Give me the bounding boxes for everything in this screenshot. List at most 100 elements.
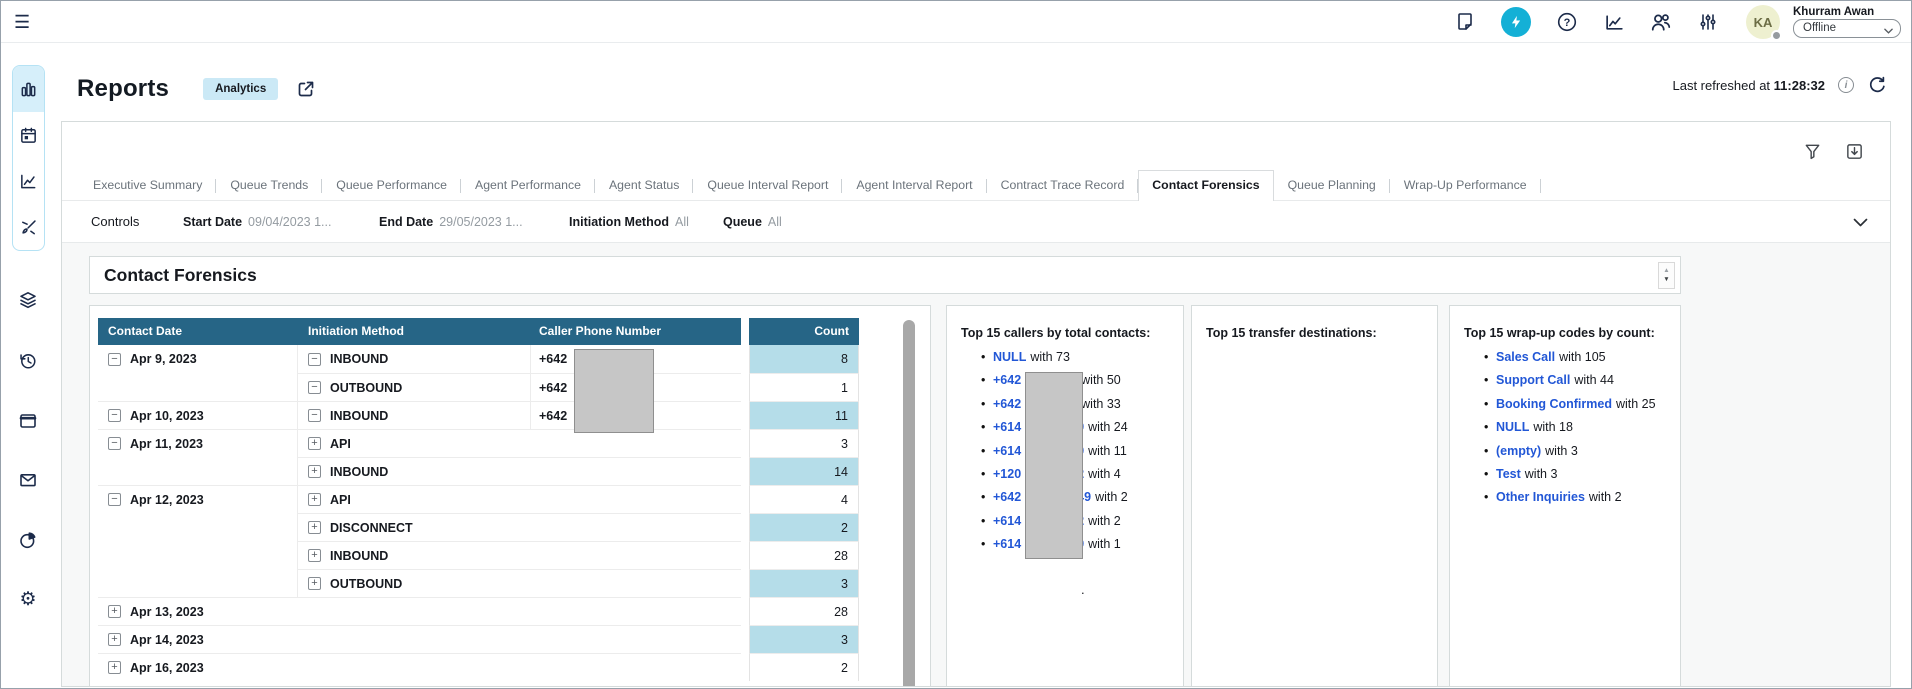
caller-link[interactable]: +642 [993, 373, 1021, 387]
redaction-box [1025, 372, 1083, 559]
expand-toggle[interactable]: + [308, 521, 321, 534]
table-row: +OUTBOUND 3 [98, 569, 930, 597]
table-scrollbar[interactable] [903, 320, 915, 686]
table-row: +INBOUND 28 [98, 541, 930, 569]
collapse-toggle[interactable]: − [108, 437, 121, 450]
filter-end-date[interactable]: End Date29/05/2023 1... [379, 215, 523, 229]
count-cell: 8 [749, 345, 859, 373]
hamburger-menu-icon[interactable]: ☰ [14, 11, 30, 33]
expand-toggle[interactable]: + [108, 605, 121, 618]
sidebar-item-messages[interactable] [18, 470, 38, 490]
agents-icon[interactable] [1650, 11, 1672, 33]
caller-link[interactable]: +120 [993, 467, 1021, 481]
column-header-contact-date[interactable]: Contact Date [98, 318, 298, 345]
wrap-up-code-link[interactable]: Support Call [1496, 373, 1570, 387]
caller-link[interactable]: +614 [993, 444, 1021, 458]
controls-bar: Controls Start Date09/04/2023 1... End D… [62, 201, 1890, 243]
expand-toggle[interactable]: + [108, 633, 121, 646]
sidebar-item-workspace[interactable] [18, 411, 38, 431]
tab-queue-performance[interactable]: Queue Performance [322, 170, 461, 200]
info-icon[interactable]: i [1838, 77, 1854, 93]
sidebar-item-insights[interactable] [18, 530, 38, 550]
tab-queue-trends[interactable]: Queue Trends [216, 170, 322, 200]
collapse-toggle[interactable]: − [308, 409, 321, 422]
app-window: ☰ ? KA Khurr [0, 0, 1912, 689]
collapse-toggle[interactable]: − [108, 353, 121, 366]
controls-label: Controls [91, 214, 139, 229]
bar-chart-icon [19, 80, 38, 99]
notes-icon[interactable] [1454, 11, 1476, 33]
sidebar-item-flows[interactable] [18, 290, 38, 310]
wrap-up-code-link[interactable]: Test [1496, 467, 1521, 481]
wrap-up-codes-list: Sales Callwith 105 Support Callwith 44 B… [1450, 346, 1680, 510]
collapse-toggle[interactable]: − [308, 381, 321, 394]
filter-queue[interactable]: QueueAll [723, 215, 782, 229]
caller-link[interactable]: +642 [993, 397, 1021, 411]
status-dot [1771, 30, 1782, 41]
tab-contact-forensics[interactable]: Contact Forensics [1138, 170, 1273, 201]
sidebar-item-analytics[interactable] [13, 158, 44, 204]
caller-link[interactable]: +614 [993, 420, 1021, 434]
tab-executive-summary[interactable]: Executive Summary [79, 170, 216, 200]
top-bar: ☰ ? KA Khurr [1, 1, 1911, 43]
user-avatar[interactable]: KA [1746, 5, 1780, 39]
count-cell: 28 [749, 597, 859, 625]
tab-agent-interval-report[interactable]: Agent Interval Report [842, 170, 986, 200]
help-icon[interactable]: ? [1556, 11, 1578, 33]
controls-collapse-chevron[interactable] [1853, 215, 1868, 227]
metrics-icon[interactable] [1603, 11, 1625, 33]
table-row: −Apr 10, 2023 −INBOUND +642 11 [98, 401, 930, 429]
analytics-badge[interactable]: Analytics [203, 78, 278, 100]
wrap-up-code-link[interactable]: Sales Call [1496, 350, 1555, 364]
column-header-count[interactable]: Count [749, 318, 859, 345]
count-cell: 4 [749, 485, 859, 513]
tab-agent-performance[interactable]: Agent Performance [461, 170, 595, 200]
tab-queue-planning[interactable]: Queue Planning [1274, 170, 1390, 200]
column-header-caller-phone[interactable]: Caller Phone Number [531, 318, 741, 345]
list-item: Booking Confirmedwith 25 [1496, 393, 1680, 416]
collapse-toggle[interactable]: − [108, 493, 121, 506]
expand-toggle[interactable]: + [308, 465, 321, 478]
caller-link[interactable]: +614 [993, 514, 1021, 528]
external-link-icon[interactable] [296, 79, 316, 99]
contact-bolt-button[interactable] [1501, 7, 1531, 37]
expand-toggle[interactable]: + [308, 493, 321, 506]
section-header: Contact Forensics ▲▼ [89, 256, 1681, 294]
wrap-up-code-link[interactable]: (empty) [1496, 444, 1541, 458]
sidebar-item-settings[interactable]: ⚙ [18, 590, 38, 610]
list-item: +642with 50 [993, 369, 1183, 392]
column-header-initiation-method[interactable]: Initiation Method [298, 318, 531, 345]
sidebar-item-reports[interactable] [13, 66, 44, 112]
section-scroll-stepper[interactable]: ▲▼ [1658, 262, 1675, 289]
expand-toggle[interactable]: + [108, 661, 121, 674]
collapse-toggle[interactable]: − [108, 409, 121, 422]
tab-contract-trace-record[interactable]: Contract Trace Record [987, 170, 1139, 200]
wrap-up-code-link[interactable]: Other Inquiries [1496, 490, 1585, 504]
expand-toggle[interactable]: + [308, 437, 321, 450]
collapse-toggle[interactable]: − [308, 353, 321, 366]
caller-link[interactable]: +614 [993, 537, 1021, 551]
tab-wrap-up-performance[interactable]: Wrap-Up Performance [1390, 170, 1541, 200]
count-cell: 2 [749, 513, 859, 541]
tab-agent-status[interactable]: Agent Status [595, 170, 693, 200]
filter-initiation-method[interactable]: Initiation MethodAll [569, 215, 689, 229]
status-select[interactable]: Offline [1793, 19, 1901, 38]
caller-link[interactable]: +642 [993, 490, 1021, 504]
filter-start-date[interactable]: Start Date09/04/2023 1... [183, 215, 331, 229]
sidebar-item-design[interactable] [13, 204, 44, 250]
wrap-up-code-link[interactable]: NULL [1496, 420, 1529, 434]
table-header: Contact Date Initiation Method Caller Ph… [98, 318, 930, 345]
calendar-icon [19, 126, 38, 145]
sidebar-item-schedule[interactable] [13, 112, 44, 158]
filter-icon[interactable] [1803, 142, 1822, 161]
tab-queue-interval-report[interactable]: Queue Interval Report [693, 170, 842, 200]
download-icon[interactable] [1845, 142, 1864, 161]
wrap-up-code-link[interactable]: Booking Confirmed [1496, 397, 1612, 411]
expand-toggle[interactable]: + [308, 577, 321, 590]
caller-link[interactable]: NULL [993, 350, 1026, 364]
preferences-sliders-icon[interactable] [1697, 11, 1719, 33]
sidebar-item-history[interactable] [18, 351, 38, 371]
expand-toggle[interactable]: + [308, 549, 321, 562]
refresh-icon[interactable] [1867, 75, 1887, 95]
pie-chart-icon [18, 530, 38, 550]
